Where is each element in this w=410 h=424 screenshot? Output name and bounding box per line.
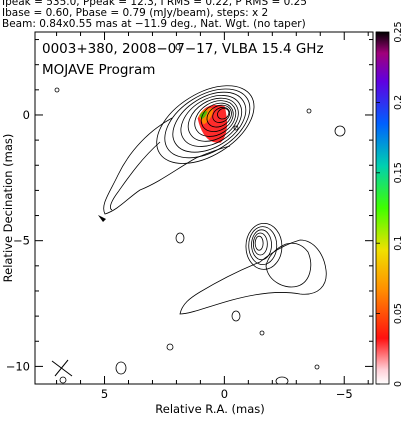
contour-ring-core xyxy=(180,95,243,147)
contour-outer xyxy=(179,239,327,315)
colorbar-tick-label: 0.2 xyxy=(393,95,404,110)
contour-outer xyxy=(265,242,312,288)
noise-contour xyxy=(175,232,185,244)
map-title-line-1: 0003+380, 2008−07−17, VLBA 15.4 GHz xyxy=(42,41,324,57)
noise-contour xyxy=(231,310,241,322)
axis-tick-labels: 5 0 −5 0 −5 −10 xyxy=(6,108,353,401)
contour-ring-core xyxy=(200,102,234,132)
contour-ring-south xyxy=(252,232,268,256)
y-tick-label: −5 xyxy=(13,234,30,248)
colorbar-tick-label: 0.05 xyxy=(393,303,404,324)
noise-contour xyxy=(175,43,181,51)
contour-outer xyxy=(110,141,161,211)
contour-ring-core xyxy=(156,85,255,164)
contour-ring-core xyxy=(212,106,231,123)
y-tick-label: −10 xyxy=(6,359,30,373)
noise-contour xyxy=(314,364,320,370)
noise-contour xyxy=(259,330,265,336)
contour-lines xyxy=(156,85,283,270)
noise-contour xyxy=(306,108,312,114)
colorbar-tick-label: 0.25 xyxy=(393,21,404,42)
plot-frame xyxy=(34,31,374,385)
contour-ring-core xyxy=(194,100,237,137)
x-tick-label: −5 xyxy=(336,387,353,401)
map-title-line-2: MOJAVE Program xyxy=(42,62,155,78)
colorbar xyxy=(375,31,390,385)
contour-outer xyxy=(103,117,231,215)
colorbar-tick-label: 0.1 xyxy=(393,236,404,251)
header-line-3: Beam: 0.84x0.55 mas at −11.9 deg., Nat. … xyxy=(2,18,306,30)
jet-knot-mark xyxy=(98,215,106,222)
contour-ring-south xyxy=(245,222,283,270)
contour-ring-core xyxy=(187,97,239,142)
colorbar-tick-label: 0.15 xyxy=(393,162,404,183)
noise-contour xyxy=(233,125,239,131)
noise-contour xyxy=(54,87,60,93)
contour-ring-south xyxy=(251,229,272,261)
x-tick-label: 0 xyxy=(221,387,228,401)
axis-ticks xyxy=(35,32,373,384)
y-axis-label: Relative Decination (mas) xyxy=(1,134,15,283)
contour-ring-core xyxy=(172,91,247,153)
noise-contour xyxy=(59,376,67,384)
contour-ring-core xyxy=(206,104,232,128)
beam-cross-icon xyxy=(51,359,73,377)
contour-ring-south xyxy=(248,226,278,266)
colorbar-tick-label: 0 xyxy=(393,381,404,387)
contour-ring-south xyxy=(254,235,264,251)
colorbar-ticks: 0 0.05 0.1 0.15 0.2 0.25 xyxy=(376,21,404,387)
pol-region-mid xyxy=(198,108,214,125)
noise-contour xyxy=(275,376,289,384)
header-line-1: Ipeak = 535.0, Ppeak = 12.3, I RMS = 0.2… xyxy=(2,0,307,8)
y-tick-label: 0 xyxy=(23,108,30,122)
contour-ring-core xyxy=(217,108,230,120)
noise-contour xyxy=(334,125,346,137)
x-axis-label: Relative R.A. (mas) xyxy=(155,402,264,416)
contour-ring-core xyxy=(164,88,251,159)
header-line-2: Ibase = 0.60, Pbase = 0.79 (mJy/beam), s… xyxy=(2,7,269,19)
noise-contour xyxy=(115,361,127,375)
x-tick-label: 5 xyxy=(101,387,108,401)
noise-contours xyxy=(54,43,346,384)
noise-contour xyxy=(166,343,174,351)
